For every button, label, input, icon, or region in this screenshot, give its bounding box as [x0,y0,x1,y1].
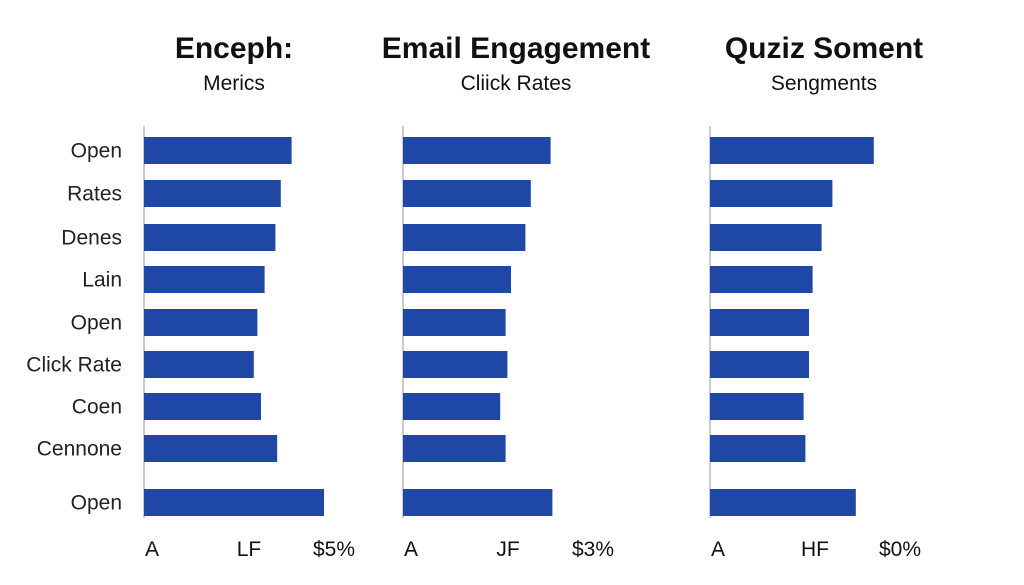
bar [710,266,813,293]
x-tick-label: A [145,538,159,561]
bar [710,351,809,378]
x-tick-label: $0% [879,538,921,561]
bar [144,435,278,462]
panel-3-subtitle: Sengments [770,72,878,95]
bar [403,137,551,164]
x-tick-label: JF [496,538,519,561]
category-label: Denes [61,227,122,250]
panel-2-title: Email Engagement [381,32,651,65]
bar [403,180,531,207]
category-label: Coen [72,396,122,419]
bar [144,180,281,207]
bar [144,393,261,420]
bar [403,224,526,251]
bar [403,266,511,293]
panel-2-subtitle: Cliick Rates [460,72,572,95]
x-tick-label: A [404,538,418,561]
bar [710,393,804,420]
bar [403,351,508,378]
category-label: Cennone [37,438,122,461]
bar [144,224,276,251]
bar [403,309,506,336]
category-label: Open [71,140,122,163]
bar [403,435,506,462]
category-label: Open [71,312,122,335]
bar [710,137,874,164]
bar [144,137,292,164]
category-label: Click Rate [26,354,122,377]
x-tick-label: LF [237,538,262,561]
bar [710,489,856,516]
bar [144,351,254,378]
panel-1-subtitle: Merics [203,72,265,95]
x-tick-label: HF [801,538,829,561]
bar [710,224,822,251]
category-label: Rates [67,183,122,206]
x-tick-label: A [711,538,725,561]
bar [710,180,833,207]
panel-3-title: Quziz Soment [724,32,924,65]
category-label: Open [71,492,122,515]
bar [710,309,809,336]
category-label: Lain [82,269,122,292]
bar [403,489,553,516]
bar [144,266,265,293]
panel-1-title: Enceph: [174,32,294,65]
bar [144,489,324,516]
x-tick-label: $3% [572,538,614,561]
bar [144,309,258,336]
bar [403,393,501,420]
bar [710,435,806,462]
x-tick-label: $5% [313,538,355,561]
